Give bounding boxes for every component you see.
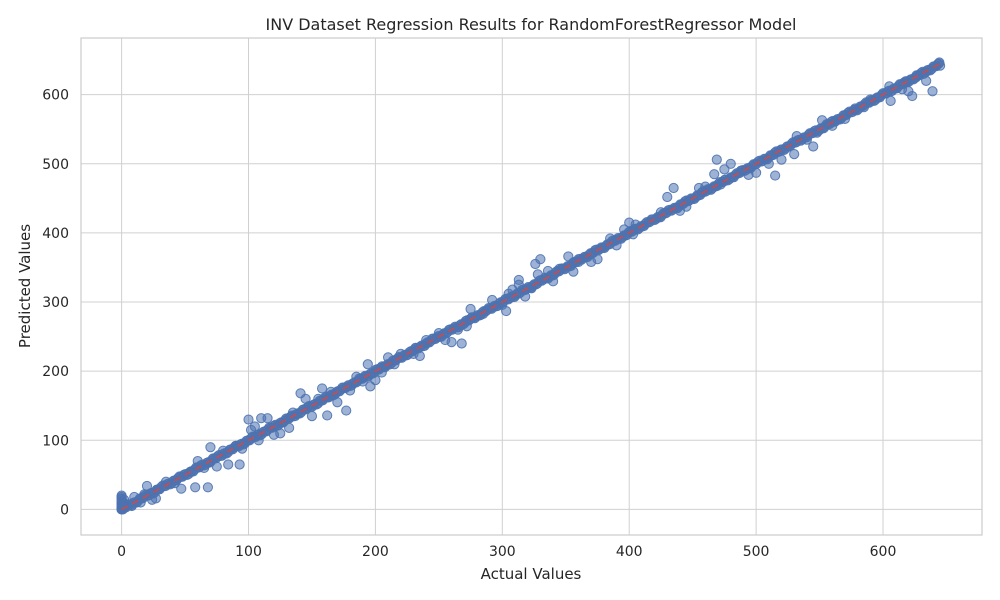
data-point (284, 422, 295, 433)
data-point (421, 334, 432, 346)
data-point (927, 86, 938, 97)
data-point (487, 294, 498, 306)
data-point (751, 167, 762, 178)
data-point (456, 338, 467, 349)
data-point (520, 291, 531, 302)
data-point (116, 493, 127, 504)
data-point (306, 411, 318, 422)
data-point (839, 113, 851, 124)
x-tick-label: 500 (743, 544, 770, 560)
x-tick-label: 300 (489, 544, 516, 560)
y-tick-label: 200 (42, 364, 69, 380)
data-point (711, 154, 722, 165)
data-point (383, 352, 394, 363)
y-tick-label: 300 (42, 295, 69, 311)
data-point (630, 219, 641, 230)
data-point (169, 478, 181, 489)
data-point (176, 483, 187, 494)
y-tick-label: 400 (42, 226, 69, 242)
data-point (223, 459, 234, 470)
x-tick-label: 400 (616, 544, 643, 560)
tick-labels: 0 100 200 300 400 500 600 0 100 200 300 400 500 600 (42, 88, 896, 560)
y-tick-label: 600 (42, 88, 69, 104)
data-point (662, 191, 673, 203)
data-point (547, 276, 559, 287)
data-point (135, 497, 146, 508)
data-point (234, 459, 245, 470)
data-point (719, 164, 730, 175)
data-point (322, 410, 333, 421)
data-point (190, 482, 201, 493)
data-point (542, 265, 554, 277)
data-point (885, 95, 896, 107)
data-point (211, 461, 222, 472)
x-tick-label: 0 (117, 544, 126, 560)
data-point (205, 442, 216, 453)
data-point (253, 435, 264, 446)
data-point (817, 115, 828, 126)
data-point (763, 158, 774, 169)
x-tick-label: 200 (362, 544, 389, 560)
data-point (249, 421, 260, 432)
data-point (370, 375, 381, 386)
data-point (563, 251, 574, 262)
data-point (362, 359, 373, 370)
data-point (192, 455, 203, 467)
x-tick-label: 600 (870, 544, 897, 560)
plot-frame (80, 37, 983, 536)
data-point (535, 254, 546, 265)
y-tick-label: 0 (60, 502, 69, 518)
x-axis-title: Actual Values (481, 565, 582, 583)
data-point (592, 254, 603, 265)
data-point (461, 321, 472, 332)
data-point (141, 480, 153, 492)
data-point (709, 169, 720, 180)
data-point (202, 482, 213, 493)
data-point (150, 493, 161, 504)
data-point (344, 385, 356, 396)
data-point (341, 405, 352, 416)
data-point (725, 158, 736, 169)
data-point (317, 383, 328, 394)
data-point (262, 413, 273, 424)
data-point (325, 386, 337, 398)
data-point (501, 305, 512, 317)
data-point (619, 224, 630, 235)
grid (81, 38, 982, 535)
data-point (300, 393, 311, 404)
data-point (611, 240, 622, 251)
data-point (700, 181, 711, 192)
y-tick-label: 100 (42, 433, 69, 449)
data-point (921, 75, 932, 86)
data-point (452, 324, 463, 335)
data-point (907, 90, 918, 102)
data-point (808, 141, 819, 152)
data-point (275, 428, 286, 439)
y-tick-label: 500 (42, 157, 69, 173)
data-point (389, 359, 400, 370)
data-point (376, 367, 387, 378)
data-point (332, 397, 343, 408)
data-point (789, 149, 800, 160)
data-point (668, 182, 679, 194)
data-point (884, 81, 895, 92)
data-point (198, 462, 210, 474)
data-point (776, 154, 787, 165)
data-point (568, 266, 579, 277)
y-axis-title: Predicted Values (16, 224, 34, 348)
data-point (243, 414, 254, 425)
data-point (395, 348, 406, 359)
data-point (465, 303, 476, 315)
chart-title: INV Dataset Regression Results for Rando… (266, 15, 797, 34)
data-point (770, 170, 781, 181)
data-point (218, 445, 229, 456)
data-point (186, 466, 197, 477)
data-point (513, 274, 524, 286)
data-point (532, 269, 543, 280)
data-point (313, 393, 324, 404)
data-point (446, 337, 457, 348)
x-tick-label: 100 (235, 544, 262, 560)
data-point (414, 350, 425, 362)
